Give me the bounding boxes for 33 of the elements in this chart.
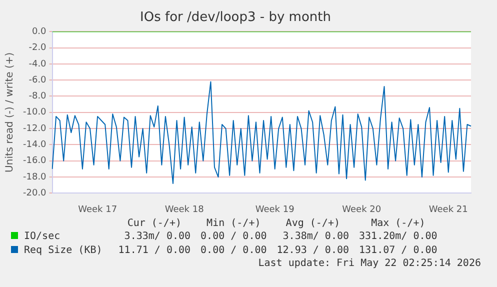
- y-tick-label: -10.0: [22, 108, 47, 118]
- text: Min (-/+): [206, 218, 262, 230]
- y-tick-label: -20.0: [22, 188, 47, 199]
- y-tick-label: -6.0: [28, 75, 47, 86]
- y-tick-label: -2.0: [28, 43, 47, 54]
- text: 331.20m/ 0.00: [358, 230, 438, 244]
- text: 0.00 / 0.00: [200, 244, 267, 258]
- x-tick-label: Week 17: [78, 204, 118, 215]
- legend-label: IO/sec: [23, 230, 62, 244]
- y-tick-label: -12.0: [22, 124, 47, 134]
- text: 0.00 / 0.00: [200, 230, 267, 244]
- text: 11.71 / 0.00: [117, 244, 191, 258]
- y-tick-label: -18.0: [22, 172, 47, 182]
- y-tick-label: -4.0: [28, 59, 47, 70]
- text: Avg (-/+): [284, 218, 341, 230]
- text: 3.33m/ 0.00: [123, 230, 191, 244]
- legend-label: Req Size (KB): [23, 244, 104, 258]
- x-tick-label: Week 21: [428, 204, 468, 215]
- y-tick-label: -16.0: [22, 156, 47, 166]
- chart-title: IOs for /dev/loop3 - by month: [140, 10, 331, 26]
- x-tick-label: Week 19: [255, 204, 295, 215]
- y-tick-label: -14.0: [22, 140, 47, 150]
- text: 3.38m/ 0.00: [282, 230, 350, 244]
- x-tick-label: Week 18: [164, 204, 204, 215]
- x-tick-label: Week 20: [342, 204, 382, 215]
- text: Cur (-/+): [126, 218, 182, 230]
- text: Last update: Fri May 22 02:25:14 2026: [257, 258, 482, 269]
- y-tick-label: -8.0: [28, 92, 47, 102]
- text: Max (-/+): [370, 218, 426, 230]
- y-axis-title: Units read (-) / write (+): [4, 52, 16, 172]
- text: 12.93 / 0.00: [276, 244, 350, 258]
- text: 131.07 / 0.00: [358, 244, 438, 258]
- y-tick-label: 0.0: [32, 26, 47, 37]
